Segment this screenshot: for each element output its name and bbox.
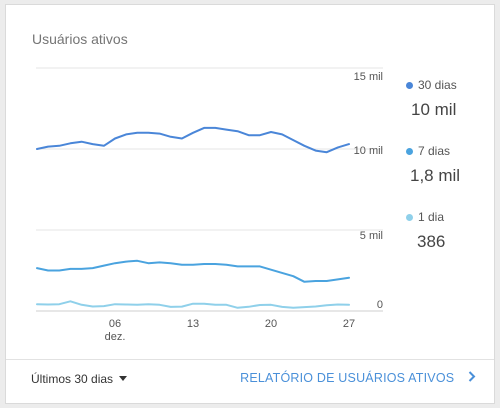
x-tick-sublabel: dez. — [105, 331, 126, 343]
y-tick-label: 10 mil — [354, 145, 383, 157]
chart-series — [36, 126, 350, 309]
legend-label-30-days: 30 dias — [418, 78, 457, 92]
caret-down-icon — [119, 376, 128, 381]
legend-dot-7-days — [406, 148, 413, 155]
report-link-label: RELATÓRIO DE USUÁRIOS ATIVOS — [240, 371, 455, 385]
legend-label-1-day: 1 dia — [418, 210, 445, 224]
y-tick-label: 15 mil — [354, 71, 383, 83]
series-line-30-days — [36, 126, 350, 154]
y-axis-ticks: 15 mil 10 mil 5 mil 0 — [354, 71, 383, 311]
x-tick-label: 13 — [187, 318, 199, 330]
series-line-1-day — [36, 300, 350, 309]
active-users-report-link[interactable]: RELATÓRIO DE USUÁRIOS ATIVOS — [240, 371, 476, 385]
card-footer: Últimos 30 dias RELATÓRIO DE USUÁRIOS AT… — [6, 359, 494, 403]
chevron-right-icon — [468, 371, 476, 382]
legend-dot-1-day — [406, 214, 413, 221]
date-range-dropdown[interactable]: Últimos 30 dias — [31, 372, 128, 386]
chart-grid — [36, 67, 383, 312]
x-tick-label: 06 — [109, 318, 121, 330]
legend-value-1-day: 386 — [417, 232, 446, 251]
y-tick-label: 5 mil — [360, 230, 383, 242]
x-tick-label: 20 — [265, 318, 277, 330]
date-range-label: Últimos 30 dias — [31, 372, 114, 386]
x-tick-label: 27 — [343, 318, 355, 330]
legend-value-7-days: 1,8 mil — [410, 166, 461, 185]
legend-dot-30-days — [406, 82, 413, 89]
active-users-card: Usuários ativos 15 mil 10 mil 5 mil 0 06 dez… — [5, 4, 495, 404]
y-tick-label: 0 — [377, 299, 383, 311]
card-title: Usuários ativos — [32, 31, 128, 47]
series-line-7-days — [36, 259, 350, 283]
legend-label-7-days: 7 dias — [418, 144, 451, 158]
legend-value-30-days: 10 mil — [411, 100, 457, 119]
